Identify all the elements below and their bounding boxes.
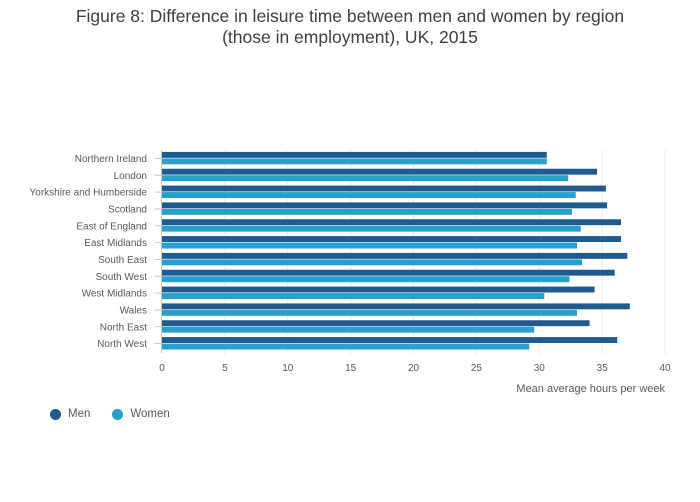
y-tick-label: Yorkshire and Humberside [30,188,148,199]
bar-women [162,326,535,333]
y-tick-label: West Midlands [82,289,147,300]
bars [162,151,630,350]
x-tick-label: 20 [408,363,420,374]
bar-men [162,185,606,192]
x-tick-label: 0 [159,363,165,374]
chart-title: Figure 8: Difference in leisure time bet… [0,6,700,48]
y-tick-label: North West [97,339,147,350]
y-tick-label: Scotland [108,204,147,215]
bar-men [162,320,590,327]
bar-men [162,219,621,226]
y-tick-label: South West [95,272,147,283]
bar-women [162,242,577,249]
bar-women [162,158,547,165]
bar-men [162,286,595,293]
y-tick-label: East of England [76,221,147,232]
bar-men [162,303,630,310]
x-tick-label: 30 [534,363,546,374]
x-tick-label: 10 [282,363,294,374]
legend-swatch-men [50,408,61,420]
chart-title-line-2: (those in employment), UK, 2015 [222,27,478,47]
x-axis-title: Mean average hours per week [516,383,665,395]
bar-women [162,276,570,283]
bar-women [162,175,569,182]
y-tick-label: Wales [120,305,147,316]
bar-men [162,337,618,343]
bar-men [162,151,547,158]
y-tick-label: Northern Ireland [75,154,147,165]
x-tick-label: 40 [659,363,671,374]
bar-men [162,168,598,175]
bar-women [162,192,576,198]
legend-swatch-women [112,408,124,420]
bar-women [162,259,583,266]
bar-women [162,309,577,316]
bar-women [162,208,572,215]
legend-label-women: Women [130,408,170,420]
y-tick-label: South East [98,255,147,266]
legend-item-men[interactable]: Men [50,408,90,420]
bar-men [162,269,615,276]
legend-label-men: Men [68,408,91,420]
bar-men [162,236,621,242]
axes: 0 5 10 15 20 25 30 35 40 Northern Ireland London Yo… [30,150,671,374]
y-tick-label: East Midlands [84,238,147,249]
gridlines [224,150,666,354]
legend: Men Women [50,408,170,420]
bar-women [162,225,581,232]
bar-women [162,293,545,299]
legend-item-women[interactable]: Women [112,408,170,420]
x-tick-label: 15 [345,363,357,374]
x-tick-label: 5 [222,363,228,374]
y-tick-label: London [114,171,147,182]
bar-men [162,252,628,259]
chart-title-line-1: Figure 8: Difference in leisure time bet… [75,6,625,26]
bar-women [162,343,530,350]
y-tick-label: North East [100,322,147,333]
x-tick-label: 25 [471,363,483,374]
x-tick-label: 35 [597,363,609,374]
bar-men [162,202,608,209]
